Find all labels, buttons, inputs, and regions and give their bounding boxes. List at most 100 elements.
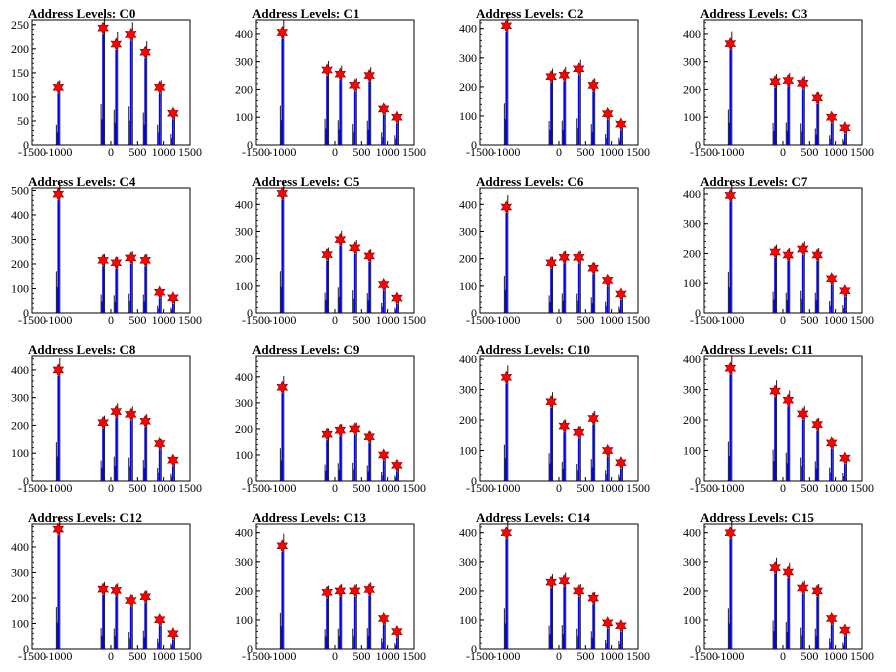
x-tick-label: -1000 xyxy=(268,481,296,495)
peak-marker xyxy=(587,591,599,605)
x-tick-label: 500 xyxy=(128,145,146,159)
peak-marker xyxy=(321,585,333,599)
y-tick-label: 0 xyxy=(23,306,29,320)
y-tick-label: 300 xyxy=(683,383,701,397)
peak-marker xyxy=(167,106,179,120)
peak-marker xyxy=(782,248,795,262)
peak-marker xyxy=(377,611,390,626)
chart-panel: Address Levels: C10 0 100 200 300 400 -1500 -10… xyxy=(448,336,672,504)
x-tick-label: -1000 xyxy=(44,481,72,495)
chart-plot: 0 100 200 300 400 -1500-1000 0 500 1000 1500 xyxy=(235,355,426,495)
y-tick-label: 200 xyxy=(235,82,253,96)
chart-plot: 0 100 200 300 400 500 -1500-1000 0 500 1000 1500 xyxy=(11,182,202,327)
peak-marker xyxy=(321,63,333,77)
chart-title: Address Levels: C2 xyxy=(476,6,584,21)
x-tick-label: 1000 xyxy=(376,481,400,495)
y-tick-label: 100 xyxy=(459,109,477,123)
x-tick-label: 500 xyxy=(352,481,370,495)
chart-panel: Address Levels: C6 0 100 200 300 400 -1500 -100… xyxy=(448,168,672,336)
x-tick-label: -1000 xyxy=(268,145,296,159)
peak-marker xyxy=(391,291,403,305)
x-tick-label: 500 xyxy=(128,313,146,327)
x-tick-label: -1500 xyxy=(242,481,270,495)
peak-marker xyxy=(782,393,795,407)
x-tick-label: 1000 xyxy=(600,313,624,327)
peak-marker xyxy=(167,291,179,305)
peak-marker xyxy=(587,411,599,426)
peak-marker xyxy=(601,616,614,630)
x-tick-label: 1000 xyxy=(376,649,400,663)
x-tick-label: 0 xyxy=(556,313,562,327)
plot-frame xyxy=(703,523,863,650)
y-tick-label: 50 xyxy=(17,114,29,128)
chart-panel: Address Levels: C12 0 100 200 300 400 -1500 -10… xyxy=(0,504,224,672)
y-tick-label: 200 xyxy=(683,246,701,260)
x-tick-label: -1500 xyxy=(18,481,46,495)
y-tick-label: 0 xyxy=(695,474,701,488)
x-tick-label: 500 xyxy=(576,145,594,159)
peak-marker xyxy=(276,186,289,201)
y-tick-label: 100 xyxy=(683,444,701,458)
peak-marker xyxy=(811,91,823,105)
x-tick-label: -1500 xyxy=(242,313,270,327)
y-tick-label: 100 xyxy=(235,279,253,293)
chart-plot: 0 100 200 300 400 -1500-1000 0 500 1000 1500 xyxy=(11,355,202,495)
x-tick-label: 1500 xyxy=(626,145,650,159)
x-tick-label: 1000 xyxy=(600,649,624,663)
peak-marker xyxy=(110,37,123,51)
y-tick-label: 100 xyxy=(683,110,701,124)
x-tick-label: 1000 xyxy=(600,145,624,159)
peak-marker xyxy=(825,110,838,124)
peak-marker xyxy=(839,451,851,465)
y-tick-label: 100 xyxy=(683,276,701,290)
peak-marker xyxy=(769,75,781,89)
chart-plot: 0 100 200 300 400 -1500-1000 0 500 1000 1500 xyxy=(459,520,650,663)
y-tick-label: 400 xyxy=(235,197,253,211)
peak-marker xyxy=(349,584,361,598)
y-tick-label: 100 xyxy=(11,446,29,460)
x-tick-label: 0 xyxy=(332,481,338,495)
x-tick-label: 500 xyxy=(128,649,146,663)
peak-marker xyxy=(52,187,65,201)
peak-marker xyxy=(97,416,109,430)
x-tick-label: 0 xyxy=(780,313,786,327)
y-tick-label: 200 xyxy=(683,584,701,598)
peak-marker xyxy=(153,285,166,299)
peak-marker xyxy=(349,78,361,93)
y-tick-label: 400 xyxy=(11,363,29,377)
chart-panel: Address Levels: C9 0 100 200 300 400 -1500 -100… xyxy=(224,336,448,504)
x-tick-label: 0 xyxy=(108,649,114,663)
y-tick-label: 200 xyxy=(459,413,477,427)
peak-marker xyxy=(769,384,781,398)
x-tick-label: 1000 xyxy=(152,649,176,663)
y-tick-label: 200 xyxy=(11,42,29,56)
peak-marker xyxy=(825,611,838,626)
y-tick-label: 300 xyxy=(11,565,29,579)
peak-marker xyxy=(52,363,65,377)
x-tick-label: 0 xyxy=(780,481,786,495)
y-tick-label: 100 xyxy=(459,613,477,627)
y-tick-label: 300 xyxy=(235,55,253,69)
peak-marker xyxy=(110,404,123,419)
x-tick-label: 500 xyxy=(576,649,594,663)
y-tick-label: 400 xyxy=(459,352,477,366)
x-tick-label: 0 xyxy=(556,481,562,495)
y-tick-label: 400 xyxy=(683,526,701,540)
x-tick-label: 500 xyxy=(352,313,370,327)
chart-plot: 0 100 200 300 400 -1500-1000 0 500 1000 1500 xyxy=(683,520,874,663)
peak-marker xyxy=(724,36,737,51)
chart-title: Address Levels: C3 xyxy=(700,6,808,21)
x-tick-label: -1000 xyxy=(44,649,72,663)
peak-marker xyxy=(500,19,513,33)
chart-panel: Address Levels: C15 0 100 200 300 400 -1500 -10… xyxy=(672,504,896,672)
plot-frame xyxy=(703,355,863,482)
y-tick-label: 150 xyxy=(11,66,29,80)
chart-panel: Address Levels: C0 0 50 100 150 200 250 -1500 -1… xyxy=(0,0,224,168)
chart-plot: 0 100 200 300 400 -1500-1000 0 500 1000 1500 xyxy=(11,517,202,663)
peak-marker xyxy=(839,121,851,135)
peak-marker xyxy=(615,619,627,633)
x-tick-label: 1000 xyxy=(152,145,176,159)
peak-marker xyxy=(139,414,151,428)
y-tick-label: 300 xyxy=(683,217,701,231)
peak-marker xyxy=(334,67,347,81)
